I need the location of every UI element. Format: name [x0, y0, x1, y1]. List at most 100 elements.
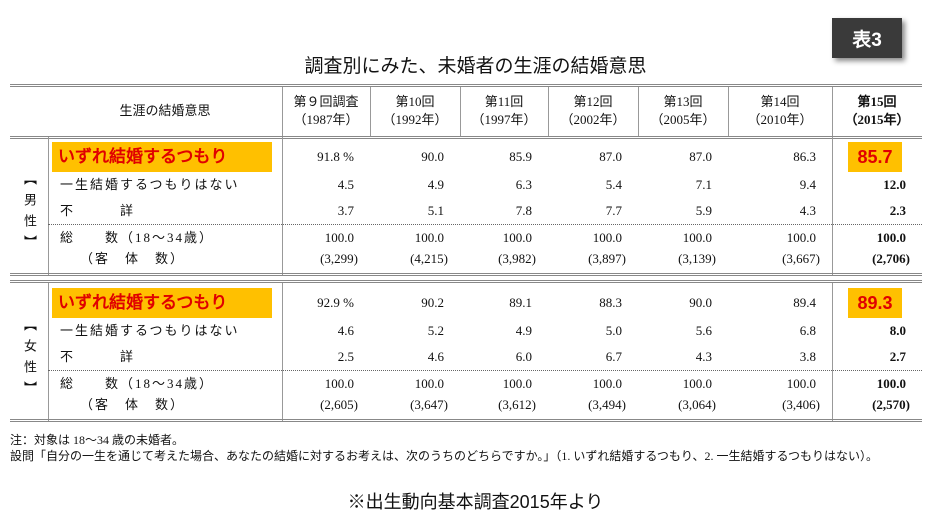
cell: 9.4 [799, 177, 816, 192]
column-year: （1997年） [471, 112, 537, 127]
rule [282, 137, 283, 275]
cell: 100.0 [682, 376, 712, 391]
cell: 85.9 [509, 149, 532, 164]
cell: 86.3 [793, 149, 816, 164]
cell: 92.9 % [317, 295, 354, 310]
rule [10, 84, 922, 87]
cell: 100.0 [324, 230, 354, 245]
row-label: 総 数（18～34歳） [60, 230, 215, 245]
cell: 100.0 [682, 230, 712, 245]
cell: 12.0 [883, 177, 906, 192]
row-label: 不 詳 [60, 349, 136, 364]
column-label: 第15回 [857, 94, 897, 109]
cell: 89.1 [509, 295, 532, 310]
cell: 4.3 [695, 349, 712, 364]
rule [48, 224, 922, 225]
cell: 100.0 [876, 376, 906, 391]
cell: 2.5 [337, 349, 354, 364]
cell: 4.9 [427, 177, 444, 192]
column-rule [282, 87, 283, 137]
title: 調査別にみた、未婚者の生涯の結婚意思 [304, 56, 647, 77]
cell: 5.0 [605, 323, 622, 338]
cell: 89.4 [793, 295, 816, 310]
row-label: 総 数（18～34歳） [60, 376, 215, 391]
rule [10, 419, 922, 422]
rule [48, 283, 49, 421]
rule [282, 283, 283, 421]
column-year: （2010年） [747, 112, 813, 127]
source: ※出生動向基本調査2015年より [347, 492, 604, 512]
row-label: いずれ結婚するつもり [58, 293, 228, 312]
row-sublabel: （客 体 数） [80, 251, 186, 266]
column-rule [832, 87, 833, 137]
cell: 8.0 [889, 323, 906, 338]
column-label: 第12回 [573, 94, 613, 109]
cell: (3,667) [782, 251, 820, 266]
cell: 100.0 [502, 376, 532, 391]
section-label: 【男性】 [22, 172, 37, 256]
note: 注：対象は 18～34 歳の未婚者。 [10, 433, 185, 447]
column-rule [548, 87, 549, 137]
cell: 100.0 [414, 230, 444, 245]
row-label: 一生結婚するつもりはない [60, 177, 240, 192]
section-label: 【女性】 [22, 318, 37, 402]
cell: 87.0 [689, 149, 712, 164]
cell: 100.0 [324, 376, 354, 391]
cell: 4.6 [337, 323, 354, 338]
badge: 表3 [832, 18, 902, 58]
cell: 100.0 [786, 230, 816, 245]
rule [10, 280, 922, 283]
column-year: （1987年） [293, 112, 359, 127]
cell: 2.3 [889, 203, 906, 218]
cell: 5.6 [695, 323, 712, 338]
cell: 100.0 [502, 230, 532, 245]
cell: 3.8 [799, 349, 816, 364]
column-rule [370, 87, 371, 137]
column-label: 第９回調査 [293, 94, 359, 109]
highlight [52, 142, 272, 172]
column-year: （2002年） [560, 112, 626, 127]
cell: 100.0 [876, 230, 906, 245]
column-label: 第14回 [760, 94, 800, 109]
column-label: 第13回 [663, 94, 703, 109]
column-rule [728, 87, 729, 137]
cell: (3,982) [498, 251, 536, 266]
highlight [848, 142, 902, 172]
cell: 100.0 [592, 230, 622, 245]
cell: (3,406) [782, 397, 820, 412]
rule [48, 370, 922, 371]
cell: 5.9 [695, 203, 712, 218]
cell: 6.8 [799, 323, 816, 338]
cell: (4,215) [410, 251, 448, 266]
cell: 7.1 [695, 177, 712, 192]
column-rule [460, 87, 461, 137]
column-year: （2015年） [844, 112, 910, 127]
note: 設問「自分の一生を通じて考えた場合、あなたの結婚に対するお考えは、次のうちのどち… [10, 449, 878, 463]
cell: (3,612) [498, 397, 536, 412]
cell: (3,299) [320, 251, 358, 266]
column-label: 第10回 [395, 94, 435, 109]
cell: 87.0 [599, 149, 622, 164]
column-year: （1992年） [382, 112, 448, 127]
rule [10, 136, 922, 139]
rule [48, 137, 49, 275]
row-label: 一生結婚するつもりはない [60, 323, 240, 338]
cell: (2,706) [872, 251, 910, 266]
cell: 91.8 % [317, 149, 354, 164]
cell: 5.2 [427, 323, 444, 338]
cell: 90.0 [689, 295, 712, 310]
cell: 88.3 [599, 295, 622, 310]
cell: 90.2 [421, 295, 444, 310]
highlight [848, 288, 902, 318]
rule [10, 273, 922, 276]
cell: 4.9 [515, 323, 532, 338]
rule [832, 283, 833, 421]
column-year: （2005年） [650, 112, 716, 127]
cell: (3,139) [678, 251, 716, 266]
cell: 2.7 [889, 349, 906, 364]
cell: 6.3 [515, 177, 532, 192]
column-rule [638, 87, 639, 137]
row-label: 不 詳 [60, 203, 136, 218]
cell: (2,605) [320, 397, 358, 412]
cell: 3.7 [337, 203, 354, 218]
